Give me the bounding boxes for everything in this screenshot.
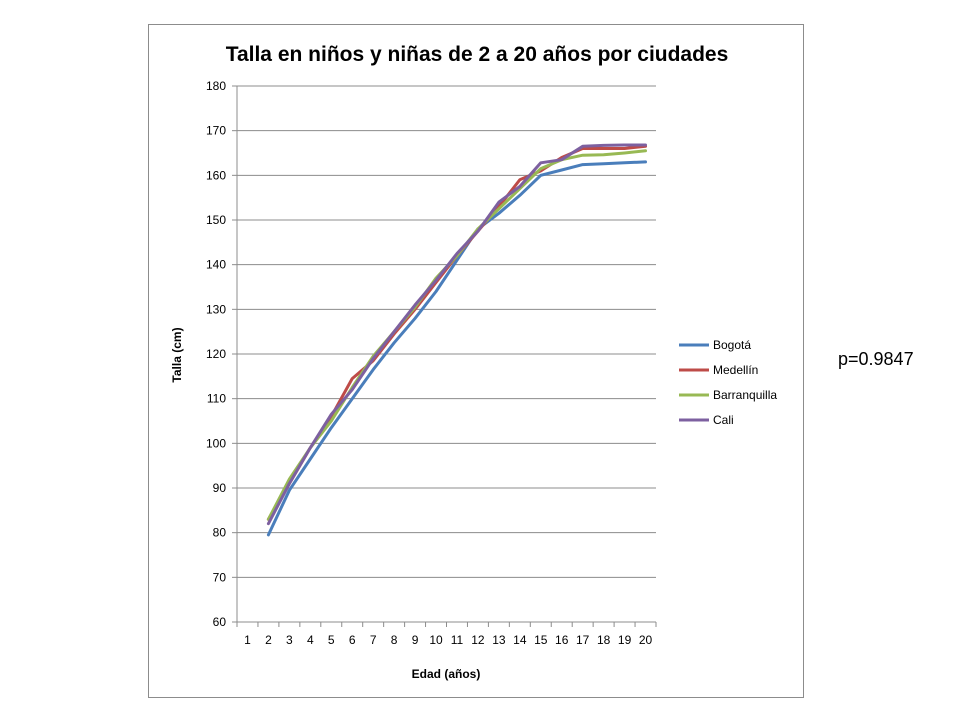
series-line-cali xyxy=(266,143,647,526)
series-line-bogotá xyxy=(266,160,647,537)
legend-label: Barranquilla xyxy=(713,388,777,402)
y-tick-label: 90 xyxy=(213,481,227,495)
x-tick-label: 7 xyxy=(370,633,377,647)
x-tick-label: 10 xyxy=(429,633,443,647)
y-tick-label: 130 xyxy=(206,302,226,316)
series-lines xyxy=(266,143,647,537)
y-tick-label: 80 xyxy=(213,526,227,540)
line-chart: Talla en niños y niñas de 2 a 20 años po… xyxy=(170,43,777,681)
series-line-barranquilla xyxy=(266,149,647,521)
x-tick-label: 17 xyxy=(576,633,590,647)
x-tick-label: 19 xyxy=(618,633,632,647)
y-tick-label: 60 xyxy=(213,615,227,629)
y-axis-title: Talla (cm) xyxy=(170,327,184,382)
series-line-medellín xyxy=(266,144,647,521)
x-tick-label: 3 xyxy=(286,633,293,647)
x-tick-label: 14 xyxy=(513,633,527,647)
x-tick-label: 8 xyxy=(391,633,398,647)
y-tick-label: 120 xyxy=(206,347,226,361)
legend: Bogotá Medellín Barranquilla Cali xyxy=(679,338,777,427)
grid-lines xyxy=(237,85,656,623)
x-tick-label: 6 xyxy=(349,633,356,647)
x-tick-label: 12 xyxy=(471,633,485,647)
p-value-annotation: p=0.9847 xyxy=(838,349,914,369)
y-tick-label: 150 xyxy=(206,213,226,227)
legend-label: Cali xyxy=(713,413,734,427)
x-tick-label: 1 xyxy=(244,633,251,647)
x-tick-label: 9 xyxy=(412,633,419,647)
y-tick-label: 140 xyxy=(206,258,226,272)
x-tick-label: 18 xyxy=(597,633,611,647)
x-tick-label: 2 xyxy=(265,633,272,647)
chart-title: Talla en niños y niñas de 2 a 20 años po… xyxy=(226,43,729,66)
legend-label: Medellín xyxy=(713,363,758,377)
y-tick-label: 110 xyxy=(207,392,226,406)
x-tick-label: 11 xyxy=(451,633,464,647)
x-tick-label: 5 xyxy=(328,633,335,647)
x-tick-label: 15 xyxy=(534,633,548,647)
x-tick-label: 16 xyxy=(555,633,569,647)
y-tick-label: 70 xyxy=(213,570,227,584)
x-tick-label: 13 xyxy=(492,633,506,647)
y-tick-label: 170 xyxy=(206,124,226,138)
x-tick-label: 4 xyxy=(307,633,314,647)
legend-label: Bogotá xyxy=(713,338,751,352)
x-axis-title: Edad (años) xyxy=(412,667,481,681)
chart-area: Talla en niños y niñas de 2 a 20 años po… xyxy=(148,24,804,698)
x-tick-label: 20 xyxy=(639,633,653,647)
y-tick-label: 180 xyxy=(206,79,226,93)
y-tick-label: 100 xyxy=(206,436,226,450)
y-tick-label: 160 xyxy=(206,168,226,182)
